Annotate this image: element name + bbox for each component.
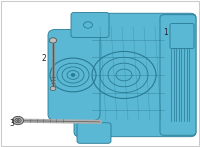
- FancyBboxPatch shape: [48, 29, 100, 121]
- FancyBboxPatch shape: [77, 123, 111, 143]
- Circle shape: [71, 74, 75, 76]
- Circle shape: [84, 22, 92, 28]
- Circle shape: [49, 38, 57, 43]
- Circle shape: [116, 69, 132, 81]
- Circle shape: [12, 116, 24, 125]
- Circle shape: [50, 58, 96, 92]
- FancyBboxPatch shape: [74, 13, 196, 137]
- Text: 3: 3: [10, 119, 14, 128]
- Circle shape: [17, 120, 19, 121]
- Text: 2: 2: [42, 54, 46, 63]
- Circle shape: [15, 118, 21, 123]
- Circle shape: [50, 86, 56, 91]
- FancyBboxPatch shape: [160, 15, 196, 135]
- FancyBboxPatch shape: [170, 24, 194, 49]
- Text: 1: 1: [164, 28, 168, 37]
- FancyBboxPatch shape: [71, 12, 109, 37]
